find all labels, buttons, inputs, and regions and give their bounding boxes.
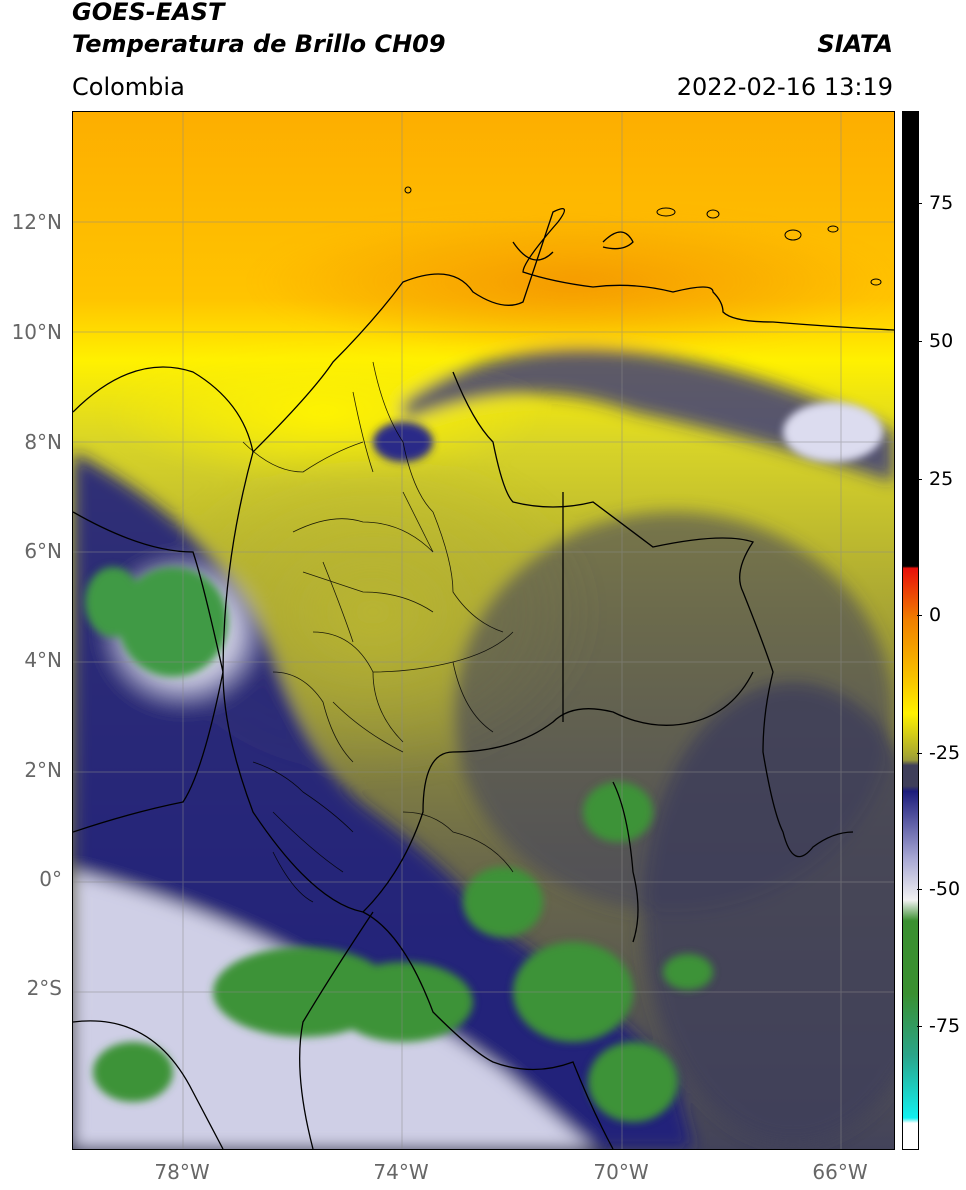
longitude-label: 66°W xyxy=(812,1160,868,1184)
colorbar-tick xyxy=(917,615,922,616)
satellite-title: GOES-EAST xyxy=(72,0,225,26)
agency-label: SIATA xyxy=(817,30,893,58)
colorbar-label: 75 xyxy=(929,192,954,214)
colorbar-tick xyxy=(917,479,922,480)
longitude-label: 74°W xyxy=(373,1160,429,1184)
latitude-label: 0° xyxy=(39,867,62,891)
islands xyxy=(404,186,882,286)
colorbar-label: -75 xyxy=(929,1015,961,1037)
colorbar-tick xyxy=(917,203,922,204)
map-canvas xyxy=(73,112,894,1149)
colorbar-label: -25 xyxy=(929,742,961,764)
colorbar-tick xyxy=(917,341,922,342)
colorbar-tick xyxy=(917,1026,922,1027)
colorbar-tick xyxy=(917,753,922,754)
latitude-label: 2°N xyxy=(24,758,62,782)
colorbar xyxy=(902,111,919,1150)
satellite-map xyxy=(72,111,895,1150)
latitude-label: 12°N xyxy=(11,210,62,234)
department-borders xyxy=(242,361,514,903)
latitude-label: 6°N xyxy=(24,539,62,563)
region-label: Colombia xyxy=(72,73,185,101)
longitude-label: 70°W xyxy=(593,1160,649,1184)
colorbar-label: 50 xyxy=(929,330,954,352)
datetime-label: 2022-02-16 13:19 xyxy=(676,73,893,101)
product-title: Temperatura de Brillo CH09 xyxy=(72,30,446,58)
latitude-label: 2°S xyxy=(26,976,62,1000)
longitude-label: 78°W xyxy=(154,1160,210,1184)
graticule xyxy=(73,112,894,1149)
colorbar-tick xyxy=(917,889,922,890)
latitude-label: 10°N xyxy=(11,320,62,344)
colorbar-label: -50 xyxy=(929,878,961,900)
colorbar-gradient xyxy=(903,112,918,1149)
latitude-label: 8°N xyxy=(24,430,62,454)
colorbar-label: 0 xyxy=(929,604,942,626)
country-borders xyxy=(73,208,894,1149)
colorbar-label: 25 xyxy=(929,468,954,490)
latitude-label: 4°N xyxy=(24,648,62,672)
